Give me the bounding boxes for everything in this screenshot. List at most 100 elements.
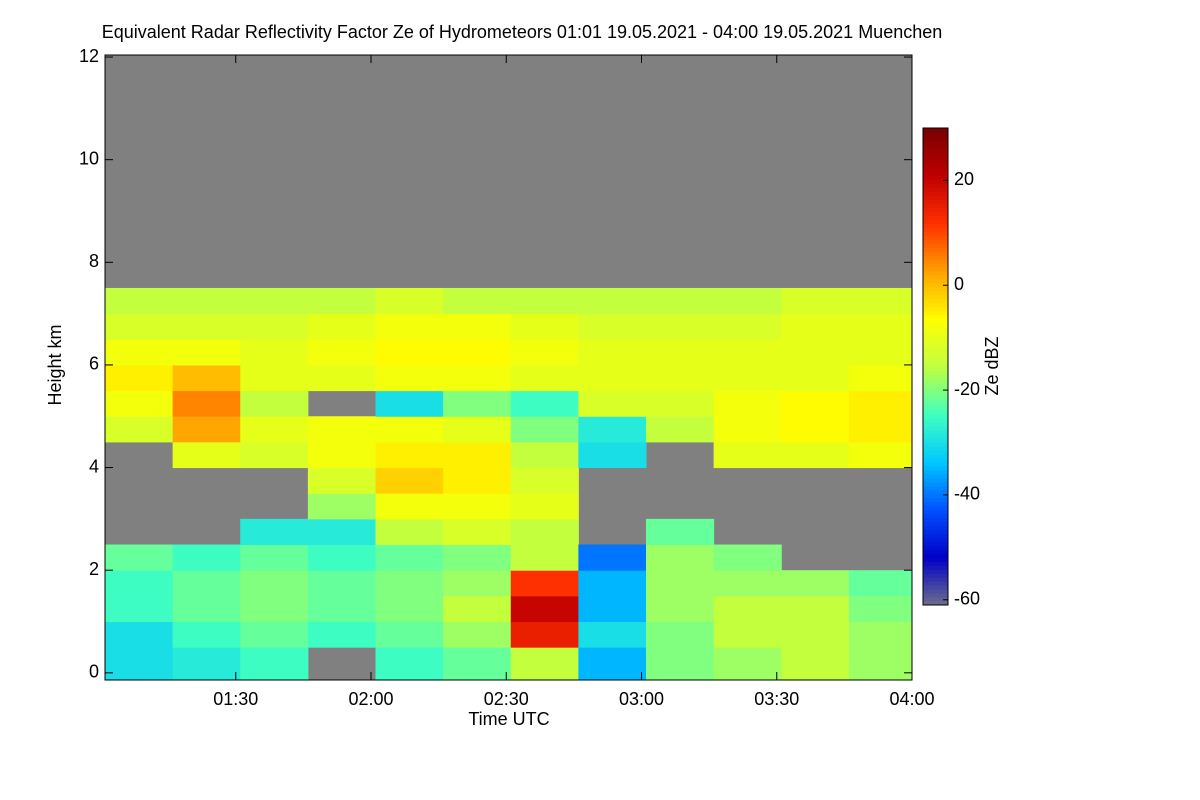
heatmap-cell bbox=[443, 493, 512, 520]
heatmap-cell bbox=[646, 390, 715, 417]
colorbar-frame bbox=[922, 127, 949, 606]
x-axis-label: Time UTC bbox=[468, 709, 549, 729]
heatmap-cell bbox=[240, 441, 309, 469]
colorbar-step bbox=[923, 239, 948, 244]
heatmap-cell bbox=[578, 390, 647, 417]
colorbar-step bbox=[923, 211, 948, 216]
heatmap-cell bbox=[510, 390, 579, 417]
heatmap-cell bbox=[646, 364, 715, 392]
colorbar-step bbox=[923, 485, 948, 491]
heatmap-cell bbox=[510, 621, 579, 648]
heatmap-cell bbox=[578, 621, 647, 648]
colorbar-step bbox=[923, 334, 948, 340]
heatmap-cell bbox=[105, 313, 174, 340]
colorbar-step bbox=[923, 382, 948, 387]
heatmap-cell bbox=[510, 544, 579, 571]
colorbar-step bbox=[923, 457, 948, 463]
colorbar-step bbox=[923, 235, 948, 240]
colorbar-step bbox=[923, 410, 948, 415]
heatmap-cell bbox=[375, 416, 444, 443]
heatmap-cell bbox=[848, 441, 913, 469]
heatmap-cell bbox=[848, 416, 913, 443]
heatmap-cell bbox=[375, 339, 444, 366]
colorbar-step bbox=[923, 533, 948, 538]
heatmap-cell bbox=[375, 441, 444, 469]
heatmap-cell bbox=[578, 416, 647, 443]
colorbar-step bbox=[923, 203, 948, 208]
heatmap-cell bbox=[781, 647, 850, 681]
heatmap-cell bbox=[510, 364, 579, 392]
heatmap-cell bbox=[443, 339, 512, 366]
heatmap-cell bbox=[848, 621, 913, 648]
y-axis-label: Height km bbox=[45, 324, 65, 405]
colorbar-step bbox=[923, 247, 948, 252]
colorbar-step bbox=[923, 302, 948, 308]
colorbar-step bbox=[923, 469, 948, 475]
heatmap-cell bbox=[510, 467, 579, 494]
heatmap-cell bbox=[510, 493, 579, 520]
heatmap-cell bbox=[240, 544, 309, 571]
heatmap-cell bbox=[781, 621, 850, 648]
heatmap-cell bbox=[172, 647, 241, 681]
colorbar-step bbox=[923, 398, 948, 403]
heatmap-cell bbox=[172, 416, 241, 443]
colorbar-label: Ze dBZ bbox=[982, 336, 1002, 395]
heatmap-cell bbox=[307, 570, 377, 597]
colorbar-step bbox=[923, 346, 948, 352]
heatmap-cell bbox=[848, 647, 913, 681]
colorbar-step bbox=[923, 354, 948, 360]
heatmap-cell bbox=[375, 595, 444, 623]
colorbar-step bbox=[923, 481, 948, 487]
heatmap-cell bbox=[240, 595, 309, 623]
colorbar-step bbox=[923, 326, 948, 332]
heatmap-cell bbox=[307, 416, 377, 443]
x-tick-label: 03:00 bbox=[619, 689, 664, 709]
colorbar-step bbox=[923, 585, 948, 590]
heatmap-cell bbox=[307, 287, 377, 315]
colorbar-step bbox=[923, 517, 948, 523]
heatmap-cell bbox=[713, 544, 782, 571]
colorbar-step bbox=[923, 271, 948, 276]
colorbar-step bbox=[923, 513, 948, 519]
heatmap-cell bbox=[713, 364, 782, 392]
colorbar-step bbox=[923, 263, 948, 268]
colorbar-step bbox=[923, 338, 948, 344]
colorbar-step bbox=[923, 191, 948, 197]
colorbar-step bbox=[923, 195, 948, 201]
heatmap-cell bbox=[240, 313, 309, 340]
heatmap-cell bbox=[375, 621, 444, 648]
colorbar-step bbox=[923, 549, 948, 554]
heatmap-cell bbox=[713, 441, 782, 469]
heatmap-cell bbox=[172, 364, 241, 392]
colorbar-step bbox=[923, 128, 948, 133]
colorbar-step bbox=[923, 442, 948, 447]
heatmap-cell bbox=[578, 647, 647, 681]
colorbar-step bbox=[923, 593, 948, 598]
heatmap-cell bbox=[510, 570, 579, 597]
plot-frame bbox=[104, 54, 913, 681]
colorbar-step bbox=[923, 597, 948, 602]
heatmap-cell bbox=[713, 647, 782, 681]
x-tick-label: 02:30 bbox=[484, 689, 529, 709]
heatmap-cell bbox=[781, 416, 850, 443]
heatmap-cell bbox=[172, 339, 241, 366]
heatmap-cell bbox=[646, 544, 715, 571]
colorbar-step bbox=[923, 207, 948, 212]
colorbar-step bbox=[923, 310, 948, 316]
heatmap-cell bbox=[510, 647, 579, 681]
heatmap-cell bbox=[307, 621, 377, 648]
heatmap-cell bbox=[307, 544, 377, 571]
heatmap-cell bbox=[172, 287, 241, 315]
colorbar-step bbox=[923, 438, 948, 443]
colorbar-step bbox=[923, 553, 948, 558]
heatmap-cell bbox=[781, 339, 850, 366]
heatmap-cell bbox=[713, 621, 782, 648]
colorbar-step bbox=[923, 290, 948, 296]
heatmap-cell bbox=[240, 518, 309, 546]
heatmap-cell bbox=[848, 339, 913, 366]
colorbar-step bbox=[923, 374, 948, 379]
heatmap-cell bbox=[443, 416, 512, 443]
heatmap-cell bbox=[646, 339, 715, 366]
heatmap-cell bbox=[240, 287, 309, 315]
colorbar-step bbox=[923, 163, 948, 169]
